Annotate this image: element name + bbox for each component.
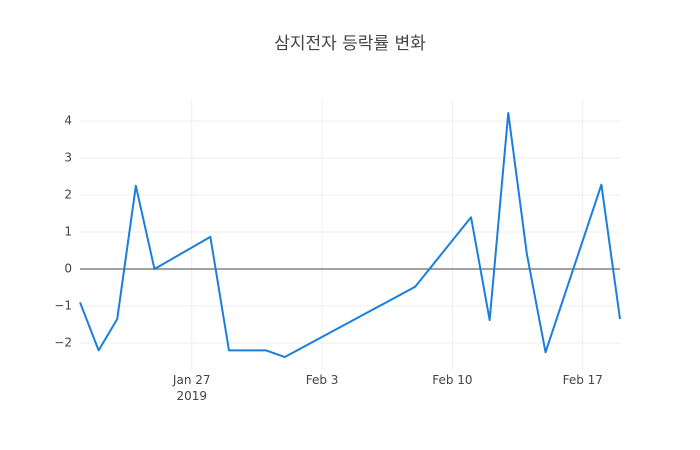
y-tick-label: 4 <box>64 114 72 128</box>
x-tick-label-line: Feb 10 <box>432 373 472 387</box>
y-tick-label: 3 <box>64 151 72 165</box>
line-series <box>79 111 621 359</box>
x-tick-label-line: Jan 27 <box>172 373 211 387</box>
x-tick-label: Jan 27 2019 <box>172 373 211 403</box>
x-tick-label-line: Feb 17 <box>563 373 603 387</box>
x-tick-label: Feb 17 <box>563 373 603 387</box>
y-tick-label: −2 <box>54 336 72 350</box>
y-tick-label: 0 <box>64 262 72 276</box>
x-tick-label-line: Feb 3 <box>306 373 339 387</box>
y-tick-label: −1 <box>54 299 72 313</box>
chart-title: 삼지전자 등락률 변화 <box>274 34 426 54</box>
y-tick-label: 1 <box>64 225 72 239</box>
x-tick-label-line: 2019 <box>176 389 207 403</box>
x-tick-label: Feb 3 <box>306 373 339 387</box>
x-tick-label: Feb 10 <box>432 373 472 387</box>
y-tick-label: 2 <box>64 188 72 202</box>
